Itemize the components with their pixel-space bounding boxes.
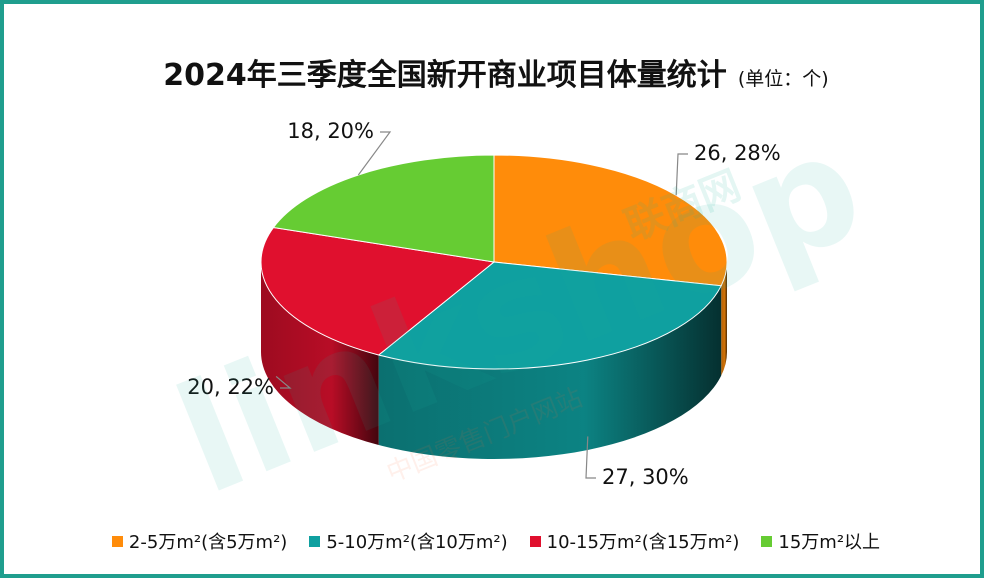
legend-item: 15万m²以上 — [761, 528, 880, 554]
pie-slice — [260, 226, 496, 356]
pie-slice — [377, 261, 722, 370]
chart-title: 2024年三季度全国新开商业项目体量统计 (单位：个) — [4, 50, 984, 94]
pie-slice-side — [378, 285, 722, 459]
legend-swatch — [529, 535, 541, 547]
legend-swatch — [111, 535, 123, 547]
data-label-leader — [585, 436, 596, 479]
pie-slice-side — [721, 262, 727, 376]
legend-swatch — [761, 535, 773, 547]
pie-slice-side — [261, 262, 379, 445]
data-label-leader — [675, 153, 688, 196]
legend-item: 2-5万m²(含5万m²) — [111, 528, 288, 554]
pie-chart: 26, 28%27, 30%20, 22%18, 20%linkshop联商网中… — [155, 99, 884, 529]
data-label: 27, 30% — [602, 465, 689, 489]
chart-title-unit: (单位：个) — [737, 68, 829, 90]
data-label-leader — [357, 131, 392, 176]
data-label: 26, 28% — [694, 141, 781, 165]
legend-label: 5-10万m²(含10万m²) — [326, 532, 508, 553]
legend-item: 5-10万m²(含10万m²) — [309, 528, 508, 554]
pie-slice — [493, 154, 728, 287]
chart-title-main: 2024年三季度全国新开商业项目体量统计 — [163, 58, 727, 93]
data-label: 20, 22% — [187, 375, 274, 399]
legend-swatch — [309, 535, 321, 547]
legend-item: 10-15万m²(含15万m²) — [529, 528, 740, 554]
legend-label: 15万m²以上 — [778, 532, 881, 553]
data-label: 18, 20% — [287, 119, 374, 143]
chart-legend: 2-5万m²(含5万m²) 5-10万m²(含10万m²) 10-15万m²(含… — [4, 528, 984, 554]
data-label-leader — [275, 375, 292, 389]
legend-label: 10-15万m²(含15万m²) — [546, 532, 740, 553]
legend-label: 2-5万m²(含5万m²) — [128, 532, 288, 553]
